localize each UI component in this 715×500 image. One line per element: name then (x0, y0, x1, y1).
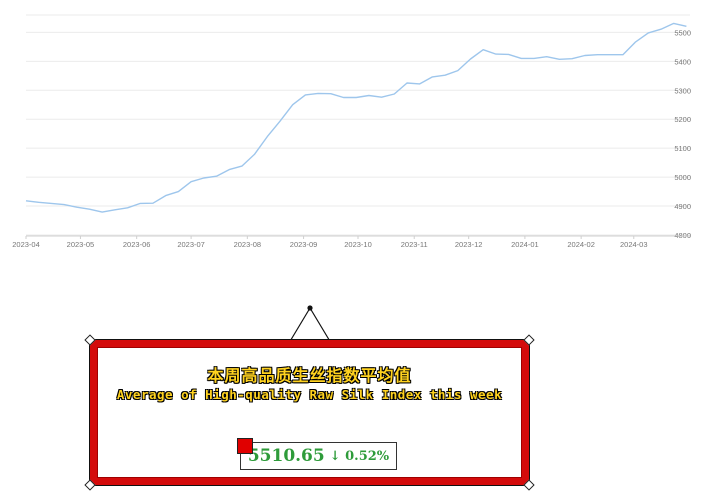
sign-panel: 本周高品质生丝指数平均值 Average of High-quality Raw… (97, 347, 522, 478)
y-tick-label: 5300 (674, 86, 691, 95)
x-tick-label: 2023-09 (290, 240, 318, 249)
x-tick-label: 2023-05 (67, 240, 95, 249)
x-tick-label: 2024-02 (567, 240, 595, 249)
sign-title-english: Average of High-quality Raw Silk Index t… (116, 387, 503, 402)
series-layer (25, 22, 687, 213)
index-value: 5510.65 (247, 446, 325, 466)
sign-title-chinese: 本周高品质生丝指数平均值 (207, 366, 412, 385)
y-tick-label: 5400 (674, 57, 691, 66)
x-tick-label: 2023-10 (344, 240, 372, 249)
grid-lines (26, 14, 690, 236)
weekly-average-sign: 本周高品质生丝指数平均值 Average of High-quality Raw… (84, 334, 535, 491)
x-tick-label: 2024-01 (511, 240, 539, 249)
x-tick-label: 2023-06 (123, 240, 151, 249)
red-square-icon (237, 438, 253, 454)
x-tick-label: 2023-04 (12, 240, 40, 249)
x-tick-label: 2024-03 (620, 240, 648, 249)
y-tick-label: 5100 (674, 144, 691, 153)
x-tick-label: 2023-12 (455, 240, 483, 249)
x-tick-label: 2023-08 (234, 240, 262, 249)
index-change: ↓ 0.52% (329, 448, 390, 464)
series-line (25, 22, 687, 213)
y-tick-label: 5200 (674, 115, 691, 124)
x-axis-ticks: 2023-04 2023-05 2023-06 2023-07 2023-08 2023-… (12, 235, 690, 249)
x-tick-label: 2023-11 (401, 240, 428, 249)
y-tick-label: 5000 (674, 173, 691, 182)
y-tick-label: 5500 (674, 28, 691, 37)
index-value-box: 5510.65 ↓ 0.52% (240, 442, 397, 470)
y-tick-label: 4900 (674, 202, 691, 211)
x-tick-label: 2023-07 (177, 240, 205, 249)
